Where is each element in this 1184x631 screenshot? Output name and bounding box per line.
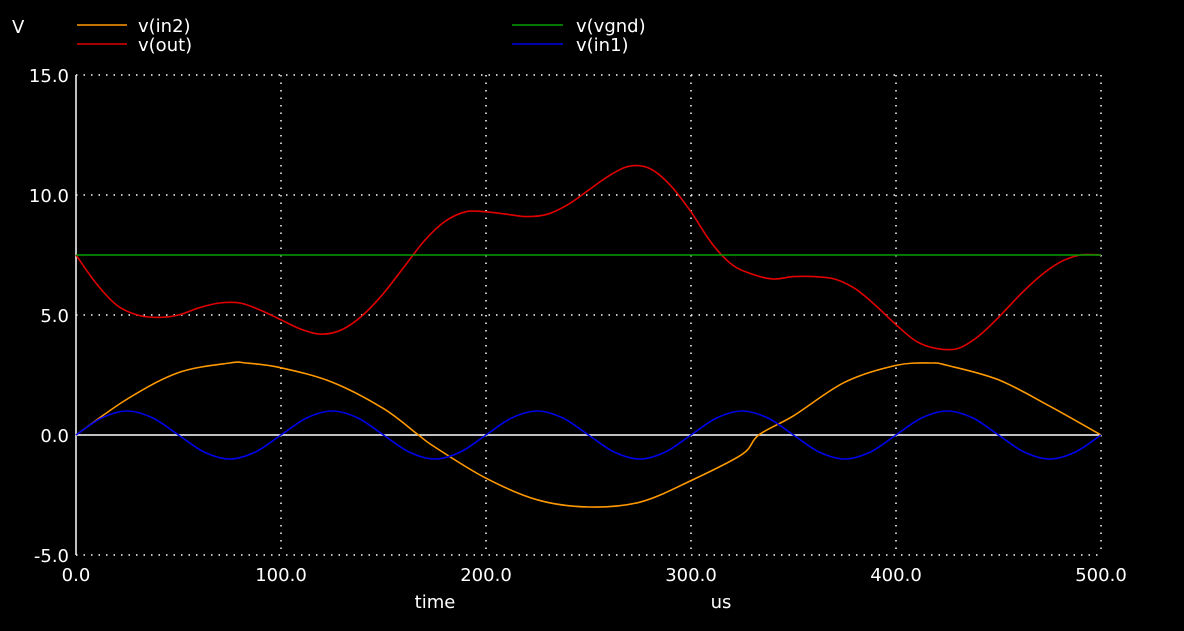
x-axis-label: time [415, 592, 456, 613]
y-tick-labels: 15.0 10.0 5.0 0.0 -5.0 [29, 66, 69, 567]
x-tick-label: 200.0 [460, 565, 512, 586]
series-line-out [75, 164, 1102, 351]
grid [76, 74, 1102, 556]
y-axis-label: V [12, 17, 25, 38]
legend-label-out: v(out) [138, 35, 192, 56]
y-tick-label: 15.0 [29, 66, 69, 87]
legend-label-vgnd: v(vgnd) [576, 16, 646, 37]
y-tick-label: 5.0 [40, 306, 69, 327]
x-tick-label: 500.0 [1075, 565, 1127, 586]
x-tick-label: 100.0 [255, 565, 307, 586]
x-tick-label: 0.0 [62, 565, 91, 586]
x-tick-label: 400.0 [870, 565, 922, 586]
series-line-in2 [75, 361, 1102, 508]
legend-label-in1: v(in1) [576, 35, 629, 56]
y-tick-label: 0.0 [40, 426, 69, 447]
y-tick-label: 10.0 [29, 186, 69, 207]
x-tick-label: 300.0 [665, 565, 717, 586]
y-tick-label: -5.0 [34, 546, 69, 567]
x-axis-unit: us [711, 592, 732, 613]
series-group [75, 164, 1102, 508]
x-tick-labels: 0.0 100.0 200.0 300.0 400.0 500.0 [62, 565, 1127, 586]
legend-label-in2: v(in2) [138, 16, 191, 37]
series-line-in1 [75, 410, 1102, 460]
legend: v(in2) v(out) v(vgnd) v(in1) [77, 16, 646, 56]
